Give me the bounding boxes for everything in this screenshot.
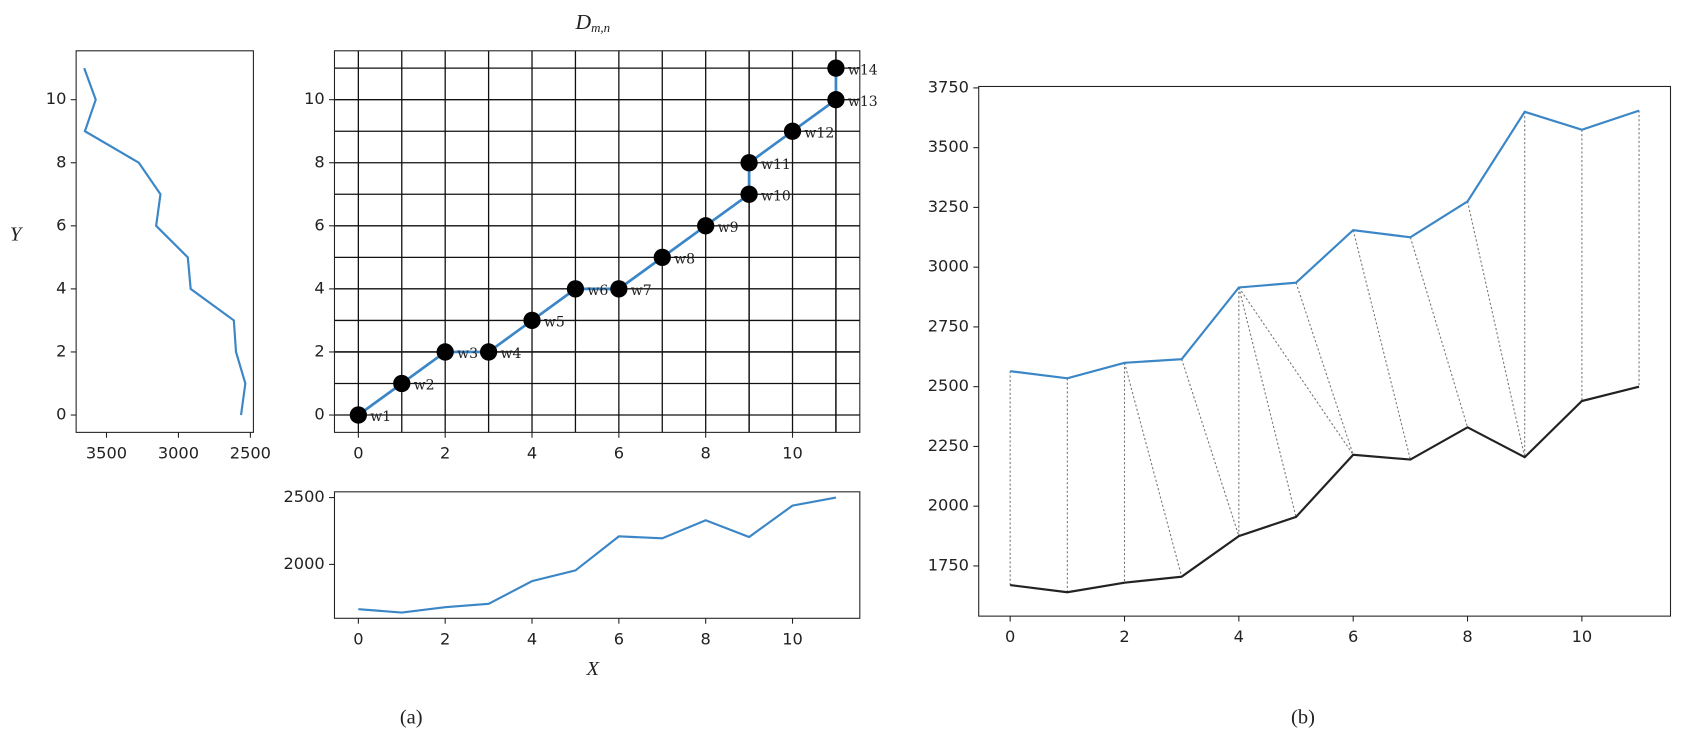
x-tick-label: 2: [440, 629, 450, 648]
path-point: [740, 185, 758, 203]
y-tick-label: 3250: [928, 197, 969, 216]
x-tick-label: 8: [1462, 627, 1472, 646]
title-main: D: [574, 10, 591, 34]
caption: (a): [400, 707, 423, 729]
warp-connector: [1352, 229, 1411, 460]
point-label: w8: [674, 252, 695, 268]
point-label: w5: [544, 315, 565, 331]
x-tick-label: 8: [701, 443, 711, 462]
x-tick-label: 3000: [158, 443, 199, 462]
x-tick-label: 0: [1005, 627, 1015, 646]
y-tick-label: 2000: [928, 496, 969, 515]
series-line: [358, 496, 837, 614]
x-tick-label: 10: [1572, 627, 1593, 646]
y-tick-label: 2000: [284, 554, 325, 573]
warp-connector: [1238, 287, 1354, 456]
plot-frame: [75, 50, 254, 433]
point-label: w10: [761, 188, 791, 204]
y-tick-label: 2250: [928, 436, 969, 455]
plot-frame: [333, 491, 861, 619]
y-tick-label: 2500: [928, 376, 969, 395]
path-point: [827, 59, 845, 77]
warp-connector: [1409, 237, 1469, 428]
y-tick-label: 2: [314, 341, 324, 360]
title-subscript: m,n: [591, 20, 610, 35]
warp-connector: [1295, 282, 1354, 455]
plot-frame: [978, 85, 1672, 617]
y-tick-label: 3000: [928, 257, 969, 276]
path-point: [393, 374, 411, 393]
point-label: w11: [761, 157, 791, 173]
point-label: w6: [587, 283, 608, 299]
path-point: [610, 280, 628, 298]
series-line: [83, 67, 247, 416]
series-line: [1010, 109, 1640, 380]
x-tick-label: 10: [782, 443, 803, 462]
point-label: w2: [414, 378, 435, 394]
warp-connector: [1467, 201, 1526, 458]
path-point: [740, 154, 758, 172]
path-point: [349, 406, 368, 424]
x-tick-label: 8: [701, 629, 711, 648]
x-tick-label: 3500: [86, 443, 127, 462]
chart-title: Dm,n: [574, 10, 610, 35]
y-tick-label: 6: [56, 215, 66, 234]
x-tick-label: 6: [614, 629, 624, 648]
path-point: [783, 122, 802, 140]
path-point: [697, 217, 715, 235]
y-tick-label: 2500: [284, 487, 325, 506]
y-axis-label: Y: [10, 223, 24, 245]
y-tick-label: 0: [314, 405, 324, 424]
path-point: [479, 343, 498, 361]
point-label: w9: [718, 220, 739, 236]
path-point: [566, 280, 585, 298]
path-point: [436, 343, 454, 361]
y-tick-label: 4: [56, 278, 66, 297]
warp-connector: [1123, 362, 1183, 577]
path-point: [827, 91, 845, 109]
x-tick-label: 4: [527, 443, 537, 462]
x-tick-label: 4: [1234, 627, 1244, 646]
y-tick-label: 3500: [928, 137, 969, 156]
point-label: w3: [457, 346, 478, 362]
x-tick-label: 2500: [230, 443, 271, 462]
x-tick-label: 2: [440, 443, 450, 462]
x-tick-label: 6: [614, 443, 624, 462]
y-tick-label: 2: [56, 341, 66, 360]
x-tick-label: 4: [527, 629, 537, 648]
x-tick-label: 10: [782, 629, 803, 648]
plot-frame: [333, 50, 861, 433]
point-label: w7: [631, 283, 652, 299]
y-tick-label: 3750: [928, 77, 969, 96]
path-point: [523, 311, 541, 330]
warp-path: [357, 68, 838, 417]
x-tick-label: 6: [1348, 627, 1358, 646]
point-label: w4: [500, 346, 521, 362]
y-tick-label: 8: [56, 152, 66, 171]
x-tick-label: 2: [1119, 627, 1129, 646]
caption: (b): [1291, 707, 1315, 729]
y-tick-label: 6: [314, 215, 324, 234]
x-tick-label: 0: [353, 443, 363, 462]
x-tick-label: 0: [353, 629, 363, 648]
path-point: [653, 248, 671, 267]
warp-connector: [1181, 359, 1240, 537]
point-label: w1: [370, 409, 391, 425]
point-label: w13: [848, 94, 878, 110]
y-tick-label: 2750: [928, 316, 969, 335]
warp-connector: [1238, 287, 1297, 518]
point-label: w12: [804, 125, 834, 141]
point-label: w14: [848, 62, 878, 78]
y-tick-label: 10: [46, 89, 67, 108]
y-tick-label: 1750: [928, 555, 969, 574]
y-tick-label: 4: [314, 278, 324, 297]
y-tick-label: 8: [314, 152, 324, 171]
y-tick-label: 10: [304, 89, 325, 108]
x-axis-label: X: [586, 658, 601, 680]
y-tick-label: 0: [56, 405, 66, 424]
series-line: [1010, 385, 1640, 594]
